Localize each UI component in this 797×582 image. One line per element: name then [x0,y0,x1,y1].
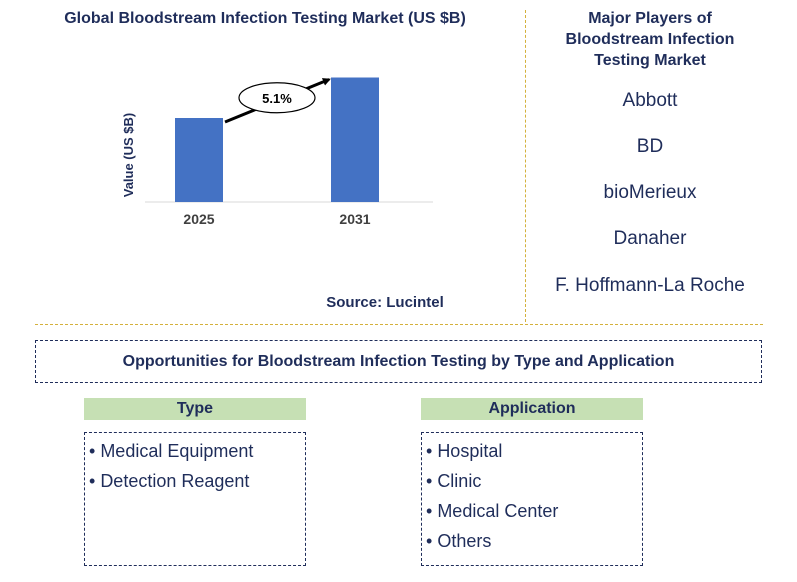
source-label: Source: Lucintel [300,294,470,311]
type-list: • Medical Equipment • Detection Reagent [84,432,306,566]
list-item: • Hospital [422,436,642,466]
list-item: • Medical Equipment [85,436,305,466]
player-item: Abbott [530,90,770,112]
bar-2031 [331,78,379,203]
x-tick-label: 2031 [339,211,370,227]
application-header: Application [421,398,643,420]
opportunities-title-box: Opportunities for Bloodstream Infection … [35,340,762,383]
list-item: • Clinic [422,466,642,496]
list-item: • Detection Reagent [85,466,305,496]
players-title: Major Players of Bloodstream Infection T… [540,8,760,71]
type-header: Type [84,398,306,420]
y-axis-label: Value (US $B) [121,113,136,198]
x-tick-label: 2025 [183,211,214,227]
player-item: Danaher [530,228,770,250]
horizontal-divider [35,324,763,325]
player-item: BD [530,136,770,158]
player-item: bioMerieux [530,182,770,204]
bar-2025 [175,118,223,202]
opportunities-title: Opportunities for Bloodstream Infection … [123,353,675,371]
bar-chart: 2025 2031 Value (US $B) 5.1% [0,0,520,300]
player-item: F. Hoffmann-La Roche [530,275,770,297]
cagr-label: 5.1% [262,91,292,106]
application-list: • Hospital • Clinic • Medical Center • O… [421,432,643,566]
list-item: • Others [422,526,642,556]
vertical-divider [525,10,526,322]
list-item: • Medical Center [422,496,642,526]
